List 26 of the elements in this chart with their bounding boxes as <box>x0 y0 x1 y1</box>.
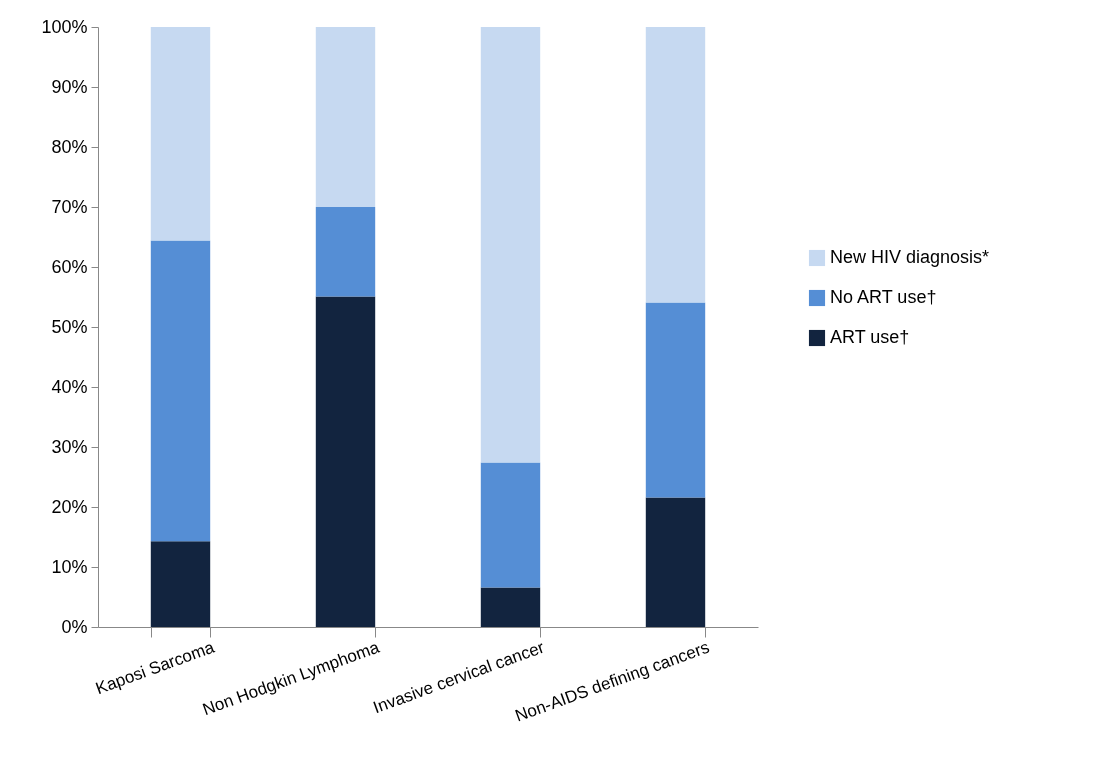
bar <box>315 27 376 207</box>
y-tick-label: 30% <box>51 436 88 457</box>
y-tick-label: 50% <box>51 316 88 337</box>
y-tick-label: 0% <box>61 616 88 637</box>
bar <box>645 27 706 303</box>
y-tick-label: 70% <box>51 196 88 217</box>
bar <box>150 541 211 627</box>
bar <box>480 462 541 588</box>
y-tick-label: 80% <box>51 136 88 157</box>
bar <box>150 240 211 542</box>
bar <box>315 296 376 627</box>
bar <box>645 497 706 627</box>
bar <box>480 587 541 627</box>
bar <box>645 302 706 498</box>
y-tick-label: 20% <box>51 496 88 517</box>
bar <box>315 207 376 297</box>
y-tick-label: 100% <box>41 16 88 37</box>
y-tick-label: 40% <box>51 376 88 397</box>
legend-label: New HIV diagnosis* <box>830 247 990 267</box>
y-tick-label: 10% <box>51 556 88 577</box>
y-tick-label: 90% <box>51 76 88 97</box>
y-tick-label: 60% <box>51 256 88 277</box>
bar <box>150 27 211 241</box>
bar <box>480 27 541 463</box>
legend-label: No ART use† <box>830 287 937 307</box>
legend-label: ART use† <box>830 327 910 347</box>
